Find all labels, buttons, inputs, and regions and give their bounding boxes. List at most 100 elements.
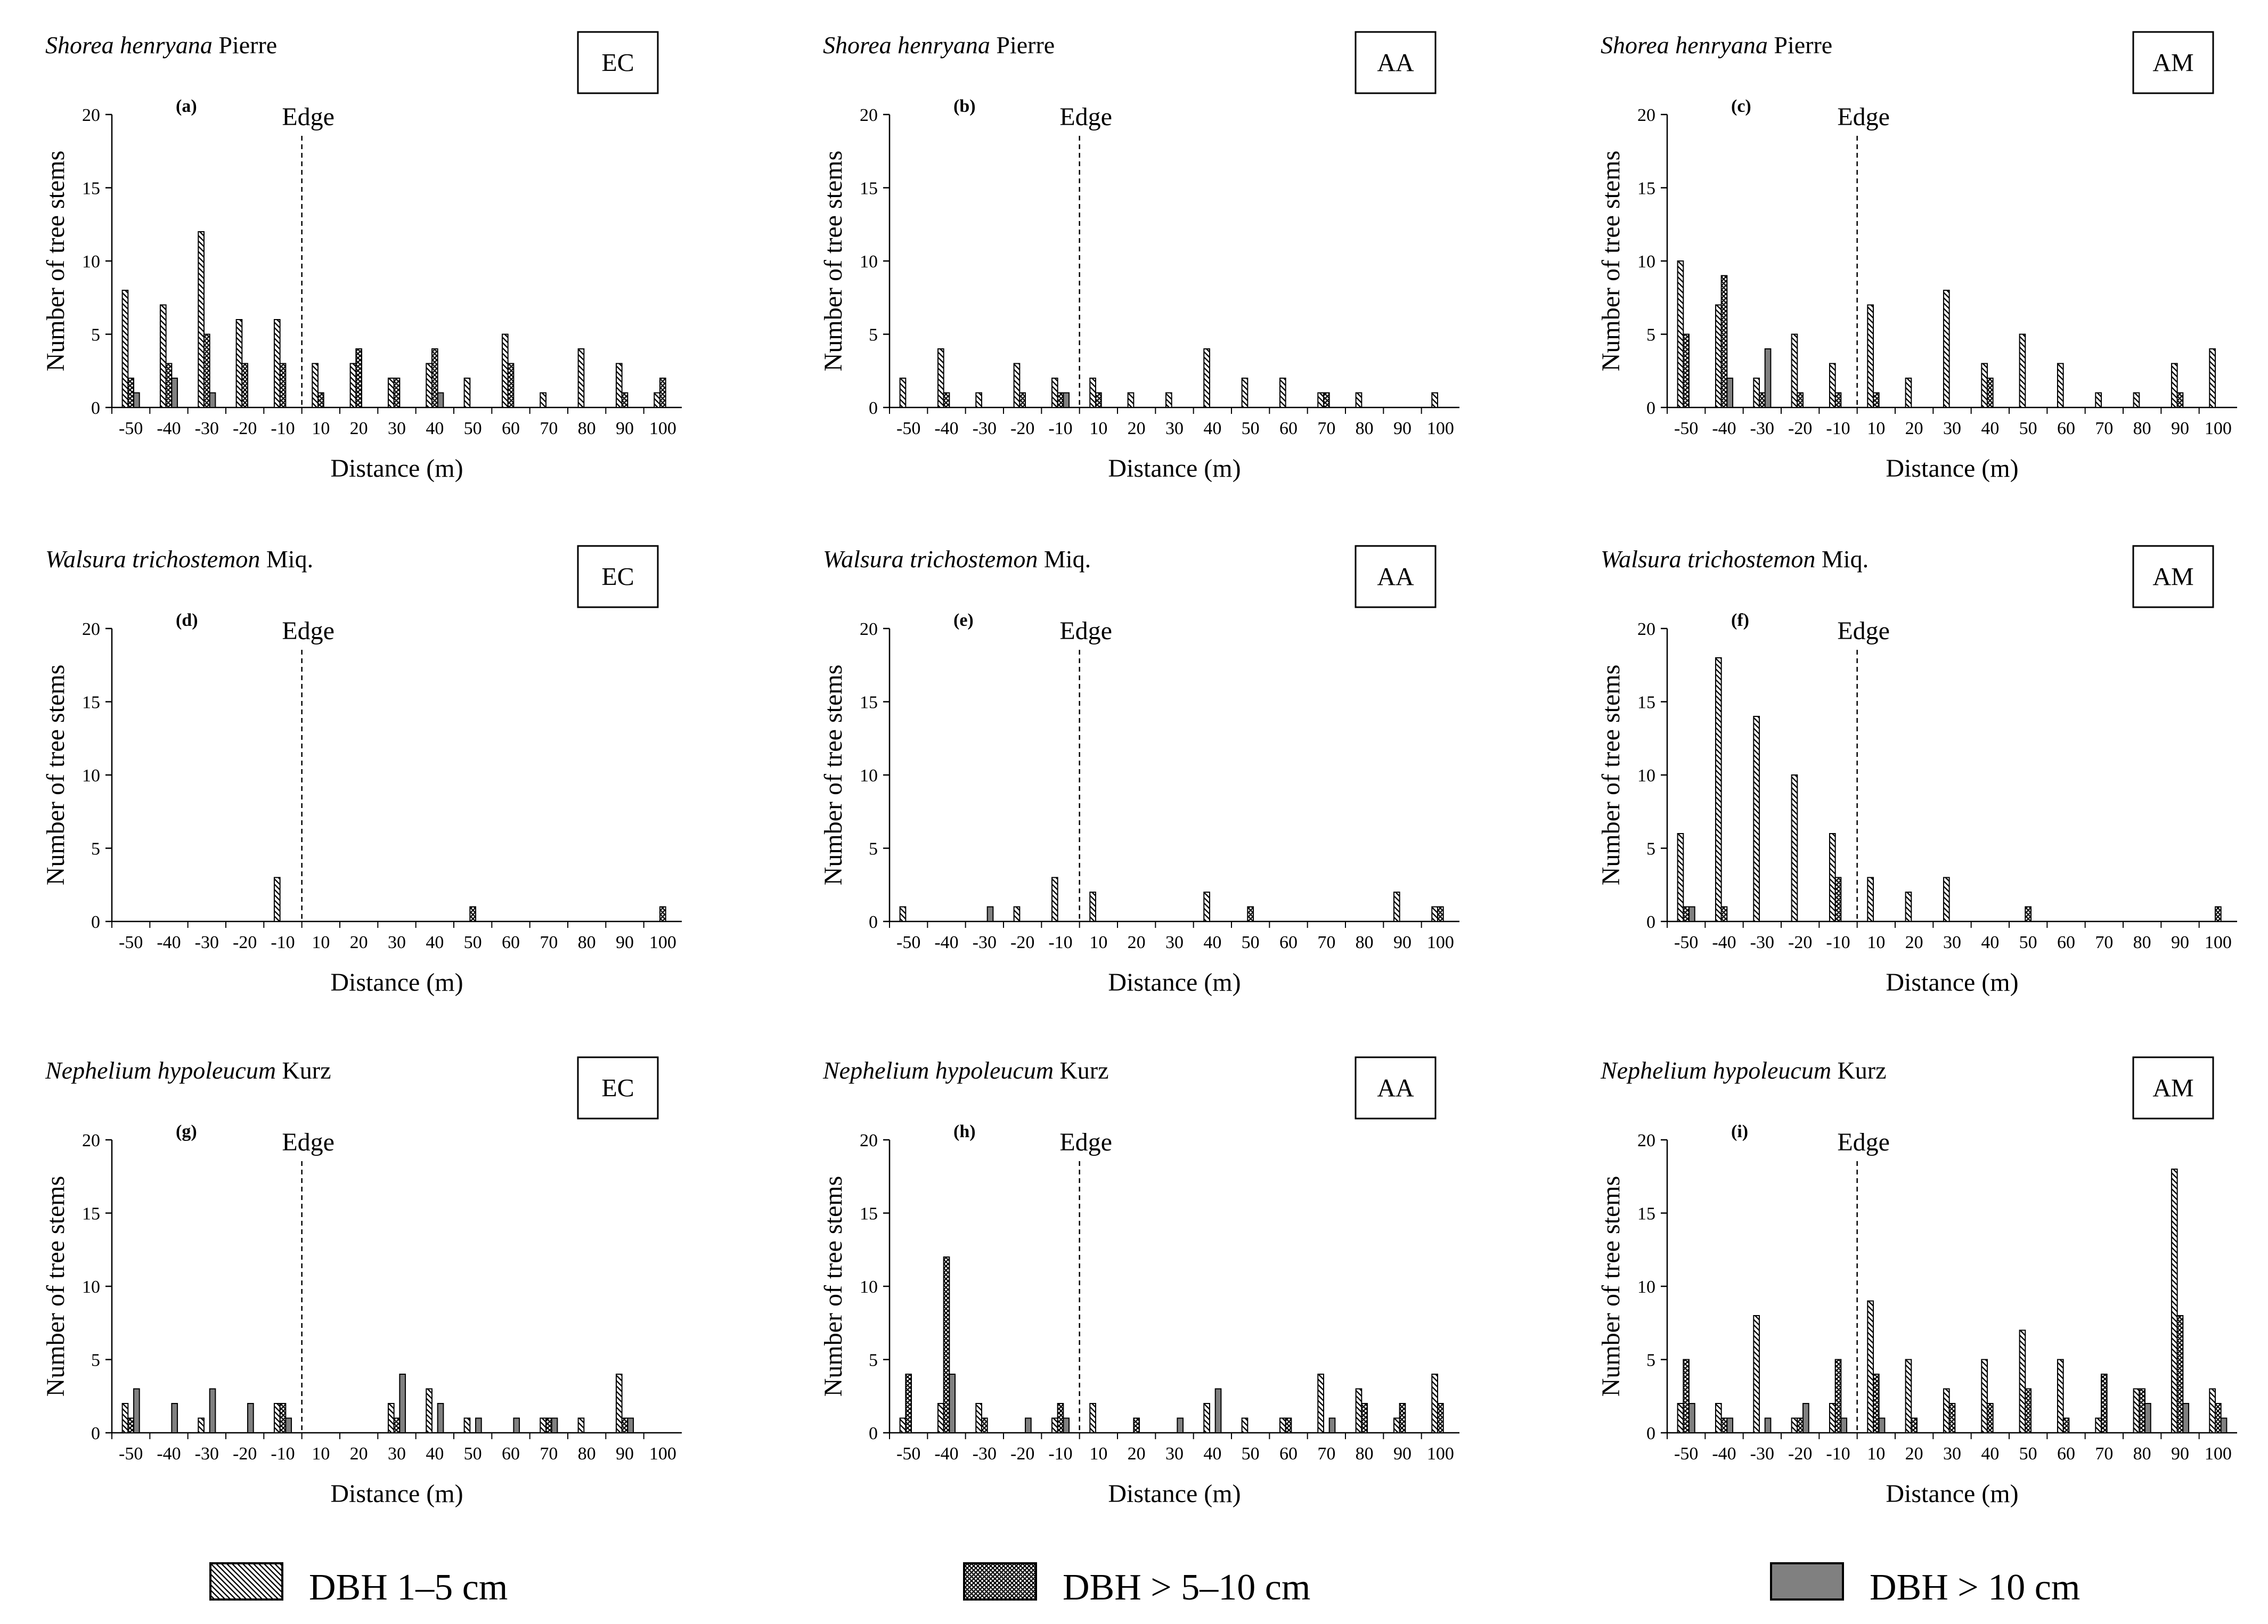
bar-dbh1-70 <box>540 392 546 408</box>
x-tick-label: 90 <box>1393 933 1412 952</box>
bar-dbh1--50 <box>1677 1403 1684 1433</box>
x-tick-label: -30 <box>195 1444 219 1464</box>
x-tick-label: 70 <box>540 1444 558 1464</box>
x-tick-label: 100 <box>1427 419 1454 438</box>
chart-panel-e: Walsura trichostemon Miq. AA (e) 0 5 10 15 20 -5… <box>819 545 1459 997</box>
bar-dbh1-50 <box>463 1417 471 1433</box>
x-tick-label: 90 <box>2171 1444 2189 1464</box>
y-tick-label: 5 <box>91 1351 100 1370</box>
bar-dbh1--40 <box>937 348 944 408</box>
panel-label: (i) <box>1731 1122 1748 1141</box>
edge-label: Edge <box>1059 1128 1112 1156</box>
bar-dbh1--30 <box>198 231 205 408</box>
bar-dbh2--10 <box>1057 392 1064 408</box>
bar-dbh1--40 <box>1715 1403 1722 1433</box>
y-tick-label: 5 <box>91 839 100 859</box>
bar-dbh2--50 <box>1683 333 1690 408</box>
species-title: Nephelium hypoleucum Kurz <box>1600 1057 1887 1084</box>
x-tick-label: 100 <box>649 419 676 438</box>
bar-dbh2-90 <box>2176 1315 2184 1433</box>
bar-dbh2-10 <box>317 392 324 408</box>
x-tick-label: 30 <box>1165 419 1184 438</box>
bar-dbh1--40 <box>1715 657 1722 922</box>
chart-panel-c: Shorea henryana Pierre AM (c) 0 5 10 15 20 -50 -4… <box>1597 31 2237 483</box>
bar-dbh2-30 <box>1948 1403 1956 1433</box>
bar-dbh2--10 <box>1834 392 1842 408</box>
site-tag-box <box>2132 1056 2214 1120</box>
bar-dbh2-40 <box>1986 1403 1994 1433</box>
bar-dbh1-20 <box>349 363 357 408</box>
x-axis-title: Distance (m) <box>1108 1480 1241 1508</box>
edge-label: Edge <box>1059 103 1112 131</box>
bar-dbh1-90 <box>1393 1417 1400 1433</box>
species-name: Nephelium hypoleucum <box>1600 1057 1831 1084</box>
x-tick-label: -50 <box>119 1444 143 1464</box>
edge-label: Edge <box>1837 617 1890 645</box>
species-name: Nephelium hypoleucum <box>45 1057 276 1084</box>
panel-label: (g) <box>176 1122 197 1141</box>
bar-dbh1--40 <box>1715 304 1722 408</box>
bar-dbh1-90 <box>2171 1169 2178 1433</box>
bar-dbh1-70 <box>2095 1417 2102 1433</box>
bar-dbh1-40 <box>1981 1359 1988 1433</box>
edge-label: Edge <box>282 1128 335 1156</box>
bar-dbh2-50 <box>2025 906 2032 922</box>
x-tick-label: -40 <box>934 933 958 952</box>
y-tick-label: 15 <box>82 179 100 199</box>
y-axis-title: Number of tree stems <box>42 1176 70 1397</box>
bar-dbh2-100 <box>2214 906 2222 922</box>
chart-panel-a: Shorea henryana Pierre EC (a) 0 5 10 15 20 -50 -4… <box>42 31 682 483</box>
x-tick-label: 20 <box>1128 1444 1146 1464</box>
x-tick-label: -10 <box>1048 933 1072 952</box>
species-authority: Miq. <box>260 545 313 573</box>
bar-dbh1-80 <box>1355 1388 1363 1433</box>
x-axis-title: Distance (m) <box>1886 1480 2018 1508</box>
bar-dbh2--10 <box>1834 877 1842 922</box>
x-tick-label: 10 <box>312 1444 330 1464</box>
bar-dbh1--40 <box>159 304 167 408</box>
species-name: Walsura trichostemon <box>45 545 260 573</box>
x-tick-label: 20 <box>1905 933 1923 952</box>
bar-dbh2--50 <box>1683 1359 1690 1433</box>
y-tick-label: 10 <box>1637 766 1655 786</box>
bar-dbh3--30 <box>209 1388 216 1433</box>
x-tick-label: 70 <box>1317 933 1335 952</box>
x-tick-label: 70 <box>540 419 558 438</box>
bar-dbh3--30 <box>986 906 994 922</box>
bar-dbh2-100 <box>2214 1403 2222 1433</box>
y-tick-label: 15 <box>82 693 100 713</box>
bar-dbh3--30 <box>1764 348 1772 408</box>
y-tick-label: 10 <box>860 1277 878 1297</box>
x-tick-label: 40 <box>1981 1444 1999 1464</box>
legend-item-dbh1: DBH 1–5 cm <box>209 1562 508 1608</box>
bar-dbh3-30 <box>1177 1417 1184 1433</box>
x-tick-label: 80 <box>2133 419 2151 438</box>
x-axis-title: Distance (m) <box>1886 454 2018 483</box>
chart-panel-d: Walsura trichostemon Miq. EC (d) 0 5 10 15 20 -5… <box>42 545 682 997</box>
y-tick-label: 5 <box>869 1351 878 1370</box>
edge-label: Edge <box>282 617 335 645</box>
bar-dbh1--20 <box>1013 363 1021 408</box>
legend-swatch-dbh3 <box>1770 1562 1844 1601</box>
x-tick-label: 10 <box>1089 1444 1107 1464</box>
legend-swatch-dbh2 <box>963 1562 1037 1601</box>
y-axis-title: Number of tree stems <box>819 665 847 886</box>
x-tick-label: -40 <box>934 1444 958 1464</box>
bar-dbh1-80 <box>577 348 585 408</box>
bar-dbh1--20 <box>1791 333 1798 408</box>
bar-dbh1-90 <box>2171 363 2178 408</box>
x-tick-label: -30 <box>973 1444 997 1464</box>
x-tick-label: -10 <box>271 933 295 952</box>
bar-dbh1--10 <box>1829 833 1836 922</box>
chart-panel-b: Shorea henryana Pierre AA (b) 0 5 10 15 20 -50 -4… <box>819 31 1459 483</box>
species-authority: Kurz <box>276 1057 331 1084</box>
bar-dbh2-100 <box>659 378 666 408</box>
site-tag-box <box>1355 1056 1437 1120</box>
x-tick-label: -20 <box>233 419 257 438</box>
x-tick-label: -30 <box>1750 419 1774 438</box>
x-tick-label: -20 <box>1010 419 1034 438</box>
bar-dbh2-30 <box>393 378 401 408</box>
panel-label: (d) <box>176 610 198 630</box>
site-tag-label: EC <box>601 49 634 77</box>
x-axis-title: Distance (m) <box>330 1480 463 1508</box>
